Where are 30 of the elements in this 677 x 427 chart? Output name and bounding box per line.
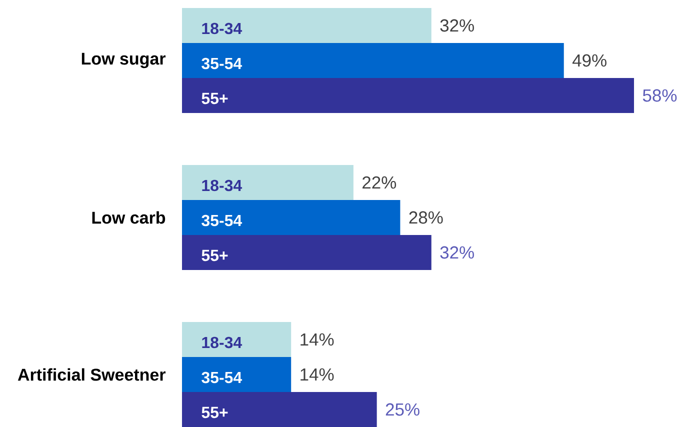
bar	[182, 78, 634, 113]
data-label: 14%	[300, 368, 334, 381]
text: 55+	[202, 250, 228, 262]
data-label: 25%	[386, 403, 420, 416]
data-label: 58%	[642, 89, 677, 102]
bar	[182, 200, 400, 235]
data-label: 49%	[572, 54, 606, 67]
bar	[182, 357, 292, 392]
y-tick-label: Low sugar	[82, 52, 166, 68]
data-label: 32%	[440, 19, 474, 32]
text: 35-54	[202, 372, 242, 384]
data-label: 28%	[409, 211, 443, 224]
data-label: 14%	[300, 333, 334, 346]
y-tick-label: Artificial Sweetner	[18, 368, 166, 381]
bar	[182, 8, 432, 43]
data-label: 22%	[362, 176, 396, 189]
bar	[182, 42, 564, 78]
text: 35-54	[202, 58, 242, 70]
data-label: 32%	[440, 246, 474, 259]
text: 18-34	[202, 180, 242, 192]
text: 18-34	[202, 336, 242, 348]
text: 55+	[202, 406, 228, 418]
series-label: 55+	[202, 92, 228, 104]
series-label: 35-54	[202, 214, 242, 226]
bar	[182, 392, 377, 427]
series-label: 18-34	[202, 22, 242, 34]
bar	[182, 165, 354, 200]
bar	[182, 235, 432, 270]
y-tick-label: Low carb	[92, 211, 166, 224]
bar	[182, 322, 292, 358]
